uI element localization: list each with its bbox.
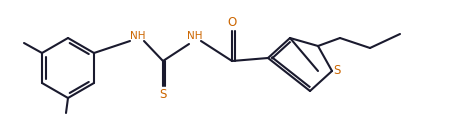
Text: NH: NH bbox=[187, 31, 203, 41]
Text: S: S bbox=[159, 87, 167, 101]
Text: O: O bbox=[228, 16, 237, 29]
Text: NH: NH bbox=[130, 31, 146, 41]
Text: S: S bbox=[333, 64, 341, 78]
